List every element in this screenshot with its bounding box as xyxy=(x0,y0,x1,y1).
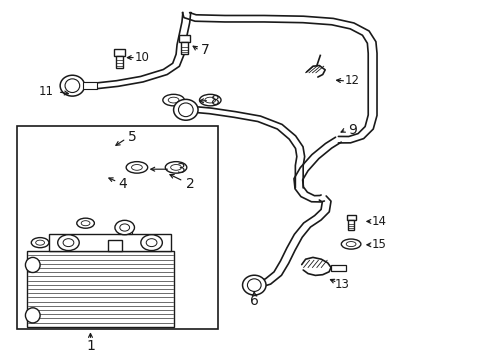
Bar xyxy=(49,234,171,251)
Text: 8: 8 xyxy=(210,94,219,108)
Circle shape xyxy=(120,224,129,231)
Text: 14: 14 xyxy=(371,215,386,228)
Bar xyxy=(83,82,97,89)
Text: 10: 10 xyxy=(134,51,149,64)
Text: 15: 15 xyxy=(371,238,386,251)
Ellipse shape xyxy=(25,308,40,323)
Bar xyxy=(181,42,188,54)
Text: 1: 1 xyxy=(86,339,95,352)
Ellipse shape xyxy=(163,94,184,106)
Text: 13: 13 xyxy=(334,278,349,291)
Text: 5: 5 xyxy=(127,130,136,144)
Text: 3: 3 xyxy=(176,162,185,176)
Ellipse shape xyxy=(165,162,186,173)
Circle shape xyxy=(141,235,162,251)
Bar xyxy=(179,36,190,42)
Ellipse shape xyxy=(346,242,355,247)
Ellipse shape xyxy=(77,218,94,228)
Ellipse shape xyxy=(65,79,80,93)
Text: 11: 11 xyxy=(39,85,54,98)
Ellipse shape xyxy=(178,103,193,117)
Circle shape xyxy=(115,220,134,235)
Circle shape xyxy=(58,235,79,251)
Ellipse shape xyxy=(60,75,84,96)
Ellipse shape xyxy=(25,257,40,273)
Bar xyxy=(107,240,122,251)
Text: 12: 12 xyxy=(344,75,359,87)
Bar xyxy=(27,251,173,327)
Ellipse shape xyxy=(170,165,181,170)
Ellipse shape xyxy=(36,240,44,245)
Ellipse shape xyxy=(341,239,360,249)
Ellipse shape xyxy=(247,279,261,292)
Ellipse shape xyxy=(168,97,179,103)
Text: 7: 7 xyxy=(201,44,209,57)
Bar xyxy=(116,56,123,68)
Bar xyxy=(118,228,131,234)
Circle shape xyxy=(63,239,74,247)
Ellipse shape xyxy=(81,221,90,226)
Ellipse shape xyxy=(126,162,147,173)
Bar xyxy=(347,220,353,230)
Bar xyxy=(114,49,125,56)
Text: 2: 2 xyxy=(186,177,195,190)
Ellipse shape xyxy=(204,97,215,103)
Ellipse shape xyxy=(131,165,142,170)
Ellipse shape xyxy=(242,275,265,295)
Ellipse shape xyxy=(31,238,49,248)
Text: 6: 6 xyxy=(249,294,258,307)
Bar xyxy=(330,265,345,271)
Ellipse shape xyxy=(173,99,198,120)
Circle shape xyxy=(146,239,157,247)
Bar xyxy=(346,215,355,220)
Text: 9: 9 xyxy=(347,123,356,136)
Ellipse shape xyxy=(199,94,221,106)
Text: 4: 4 xyxy=(118,177,126,190)
Bar xyxy=(17,126,217,329)
